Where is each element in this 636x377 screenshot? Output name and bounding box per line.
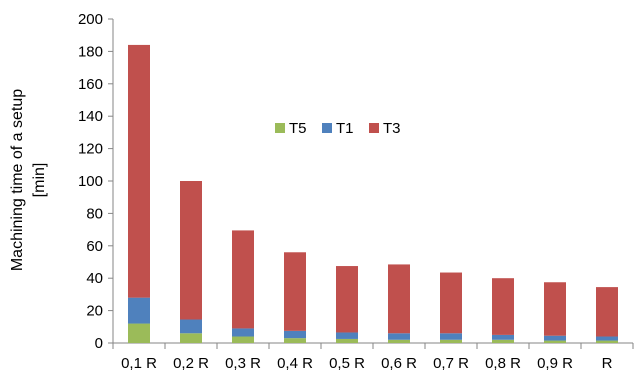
x-axis: 0,1 R 0,2 R 0,3 R 0,4 R 0,5 R 0,6 R 0,7 R 0,8 R… — [112, 342, 634, 372]
legend-label-t5: T5 — [289, 120, 307, 137]
bar-segment-t5 — [596, 340, 618, 343]
bar-segment-t3 — [388, 264, 410, 334]
bar-segment-t1 — [128, 297, 150, 324]
bar-segment-t1 — [336, 332, 358, 339]
x-tick-label: 0,4 R — [277, 355, 313, 372]
y-axis-title: Machining time of a setup [min] — [9, 89, 48, 271]
bar-segment-t3 — [232, 230, 254, 329]
bar-segment-t1 — [440, 333, 462, 340]
x-tick-label: 0,7 R — [433, 355, 469, 372]
legend-swatch-t5 — [275, 123, 285, 133]
bar-segment-t5 — [128, 323, 150, 343]
y-axis-title-line1: Machining time of a setup — [9, 89, 26, 271]
y-tick-label: 140 — [78, 108, 103, 125]
y-tick-label: 100 — [78, 173, 103, 190]
y-tick-label: 180 — [78, 43, 103, 60]
y-tick-label: 80 — [86, 205, 103, 222]
bar-segment-t1 — [388, 333, 410, 340]
x-tick-label: 0,3 R — [225, 355, 261, 372]
y-tick-label: 160 — [78, 76, 103, 93]
x-tick-label: R — [602, 355, 613, 372]
y-tick-label: 200 — [78, 11, 103, 28]
legend-swatch-t3 — [369, 123, 379, 133]
y-axis: 0 20 40 60 80 100 120 140 160 180 200 — [78, 11, 114, 352]
bar-segment-t5 — [440, 339, 462, 343]
bar-segment-t3 — [128, 44, 150, 298]
bar-segment-t5 — [232, 336, 254, 343]
x-tick-label: 0,6 R — [381, 355, 417, 372]
bar-segment-t3 — [336, 266, 358, 333]
bar-segment-t1 — [232, 328, 254, 337]
x-tick-label: 0,9 R — [537, 355, 573, 372]
bar-segment-t3 — [284, 252, 306, 331]
bar-segment-t3 — [492, 278, 514, 335]
legend-swatch-t1 — [322, 123, 332, 133]
bar-segment-t3 — [544, 282, 566, 336]
y-tick-label: 0 — [95, 335, 103, 352]
bar-segment-t1 — [544, 335, 566, 341]
bar-segment-t5 — [388, 339, 410, 343]
bar-segment-t5 — [180, 333, 202, 343]
bar-segment-t5 — [544, 340, 566, 343]
x-tick-label: 0,2 R — [173, 355, 209, 372]
x-tick-label: 0,5 R — [329, 355, 365, 372]
bar-segment-t5 — [336, 338, 358, 343]
legend: T5 T1 T3 — [275, 120, 401, 137]
bar-segment-t3 — [180, 181, 202, 320]
bar-segment-t1 — [492, 334, 514, 340]
bar-segment-t5 — [492, 339, 514, 343]
bar-segment-t3 — [596, 287, 618, 337]
legend-label-t3: T3 — [383, 120, 401, 137]
y-tick-label: 40 — [86, 270, 103, 287]
y-tick-label: 60 — [86, 238, 103, 255]
bars-group — [128, 44, 618, 343]
y-tick-label: 20 — [86, 303, 103, 320]
bar-segment-t3 — [440, 272, 462, 334]
bar-segment-t1 — [180, 319, 202, 334]
bar-segment-t1 — [596, 336, 618, 341]
x-tick-label: 0,8 R — [485, 355, 521, 372]
x-tick-label: 0,1 R — [121, 355, 157, 372]
y-axis-title-line2: [min] — [31, 163, 48, 198]
bar-segment-t1 — [284, 330, 306, 339]
y-tick-label: 120 — [78, 141, 103, 158]
legend-label-t1: T1 — [336, 120, 354, 137]
bar-segment-t5 — [284, 338, 306, 343]
